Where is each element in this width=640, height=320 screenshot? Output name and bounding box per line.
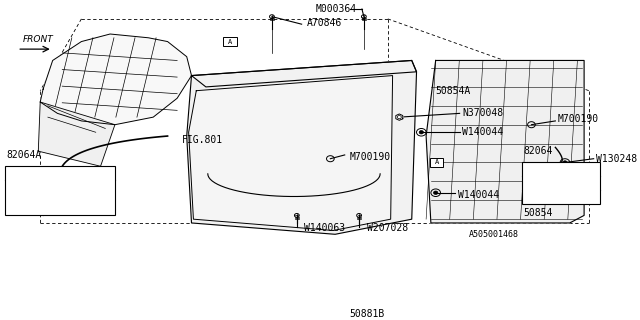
Text: W130248: W130248 bbox=[596, 154, 637, 164]
Bar bbox=[522, 163, 600, 204]
Text: FRONT: FRONT bbox=[23, 35, 54, 44]
Bar bbox=[223, 37, 237, 46]
Text: W140044: W140044 bbox=[458, 190, 499, 200]
Bar bbox=[4, 166, 115, 215]
Polygon shape bbox=[396, 114, 403, 120]
Text: 82064: 82064 bbox=[524, 147, 553, 156]
Polygon shape bbox=[189, 76, 392, 230]
Text: N370048: N370048 bbox=[463, 108, 504, 118]
Text: M700190: M700190 bbox=[349, 152, 390, 162]
Text: A505001468: A505001468 bbox=[469, 230, 519, 239]
Polygon shape bbox=[40, 34, 191, 125]
Polygon shape bbox=[191, 60, 417, 87]
Text: A70846: A70846 bbox=[307, 18, 342, 28]
Text: M000364: M000364 bbox=[316, 4, 357, 14]
Circle shape bbox=[563, 161, 567, 164]
Polygon shape bbox=[187, 60, 417, 234]
Polygon shape bbox=[426, 60, 584, 223]
Text: 82064A: 82064A bbox=[6, 150, 42, 160]
Bar bbox=[430, 158, 444, 167]
Text: 50854A: 50854A bbox=[436, 86, 471, 96]
Circle shape bbox=[419, 131, 424, 134]
Text: W207028: W207028 bbox=[367, 223, 408, 233]
Text: A: A bbox=[10, 170, 15, 176]
Text: A: A bbox=[228, 39, 232, 44]
Text: A: A bbox=[435, 159, 439, 165]
Text: M700190: M700190 bbox=[557, 114, 598, 124]
Text: 50881B: 50881B bbox=[349, 309, 385, 319]
Text: W140063: W140063 bbox=[305, 223, 346, 233]
Text: W140044: W140044 bbox=[463, 127, 504, 137]
Text: FIG.801: FIG.801 bbox=[182, 135, 223, 145]
Polygon shape bbox=[38, 102, 115, 166]
Text: 50854: 50854 bbox=[524, 208, 553, 218]
Circle shape bbox=[433, 191, 438, 195]
